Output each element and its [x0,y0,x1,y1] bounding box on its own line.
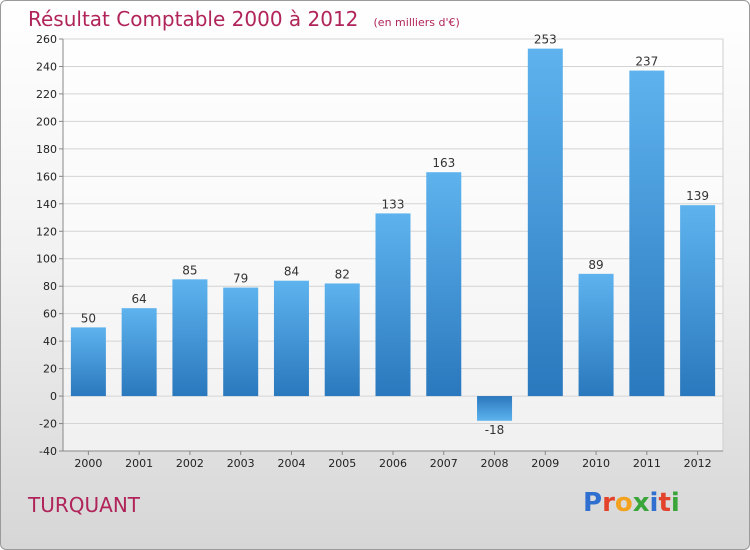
x-tick-label: 2010 [582,457,610,470]
data-label-2010: 89 [588,258,603,272]
x-tick-label: 2002 [176,457,204,470]
logo-letter: o [614,488,633,518]
bar-2011[interactable] [629,70,665,397]
data-label-2011: 237 [635,55,658,69]
y-tick-label: 160 [36,170,57,183]
data-label-2003: 79 [233,272,248,286]
x-tick-label: 2007 [430,457,458,470]
data-label-2004: 84 [284,265,299,279]
chart-unit-note: (en milliers d'€) [373,16,460,29]
data-label-2012: 139 [686,189,709,203]
bar-2009[interactable] [527,48,563,397]
x-tick-label: 2008 [481,457,509,470]
data-label-2000: 50 [81,311,96,325]
data-label-2007: 163 [432,156,455,170]
y-tick-label: 60 [43,308,57,321]
x-tick-label: 2009 [531,457,559,470]
chart-title-text: Résultat Comptable 2000 à 2012 [28,7,359,31]
bar-2001[interactable] [121,308,157,397]
bar-2005[interactable] [324,283,360,397]
y-tick-label: -40 [39,445,57,458]
data-label-2006: 133 [382,197,405,211]
bar-2004[interactable] [273,280,309,397]
bar-2002[interactable] [172,279,208,397]
y-tick-label: 80 [43,280,57,293]
y-tick-label: 40 [43,335,57,348]
bar-2006[interactable] [375,213,411,397]
y-tick-label: 140 [36,198,57,211]
proxiti-logo[interactable]: Proxiti [583,488,680,518]
x-axis: 2000 2001 2002 2003 2004 2005 2006 2007 2008 2009… [63,450,723,470]
x-tick-label: 2001 [125,457,153,470]
data-labels: 50 64 85 79 84 82 133 163 -18 253 89 237 139 [81,33,709,437]
x-tick-label: 2006 [379,457,407,470]
bar-2010[interactable] [578,273,614,397]
x-tick-label: 2005 [328,457,356,470]
logo-letter: P [583,488,603,518]
y-tick-label: 200 [36,115,57,128]
data-label-2001: 64 [132,292,147,306]
x-tick-label: 2000 [74,457,102,470]
y-tick-label: 0 [50,390,57,403]
commune-name: TURQUANT [28,493,140,517]
logo-letter: t [658,488,671,518]
bars [70,48,716,421]
y-axis: -40 -20 0 20 40 60 80 100 120 140 160 180 200 220 240 2… [36,33,64,458]
y-tick-label: 260 [36,33,57,46]
data-label-2009: 253 [534,33,557,47]
logo-letter: x [632,488,650,518]
bar-2007[interactable] [426,172,462,397]
bar-2003[interactable] [223,287,259,397]
chart-title: Résultat Comptable 2000 à 2012 (en milli… [28,7,460,31]
logo-letter: i [649,488,659,518]
data-label-2002: 85 [182,263,197,277]
y-tick-label: 220 [36,88,57,101]
bar-2012[interactable] [680,205,716,397]
y-tick-label: 120 [36,225,57,238]
logo-letter: i [670,488,680,518]
x-tick-label: 2012 [684,457,712,470]
x-tick-label: 2003 [227,457,255,470]
logo-letter: r [602,488,615,518]
y-tick-label: 240 [36,60,57,73]
data-label-2008: -18 [485,423,505,437]
bar-2000[interactable] [70,327,106,397]
bar-2008[interactable] [477,396,513,421]
data-label-2005: 82 [335,267,350,281]
y-tick-label: 20 [43,363,57,376]
x-tick-label: 2011 [633,457,661,470]
y-tick-label: 180 [36,143,57,156]
y-tick-label: -20 [39,418,57,431]
x-tick-label: 2004 [277,457,305,470]
y-tick-label: 100 [36,253,57,266]
